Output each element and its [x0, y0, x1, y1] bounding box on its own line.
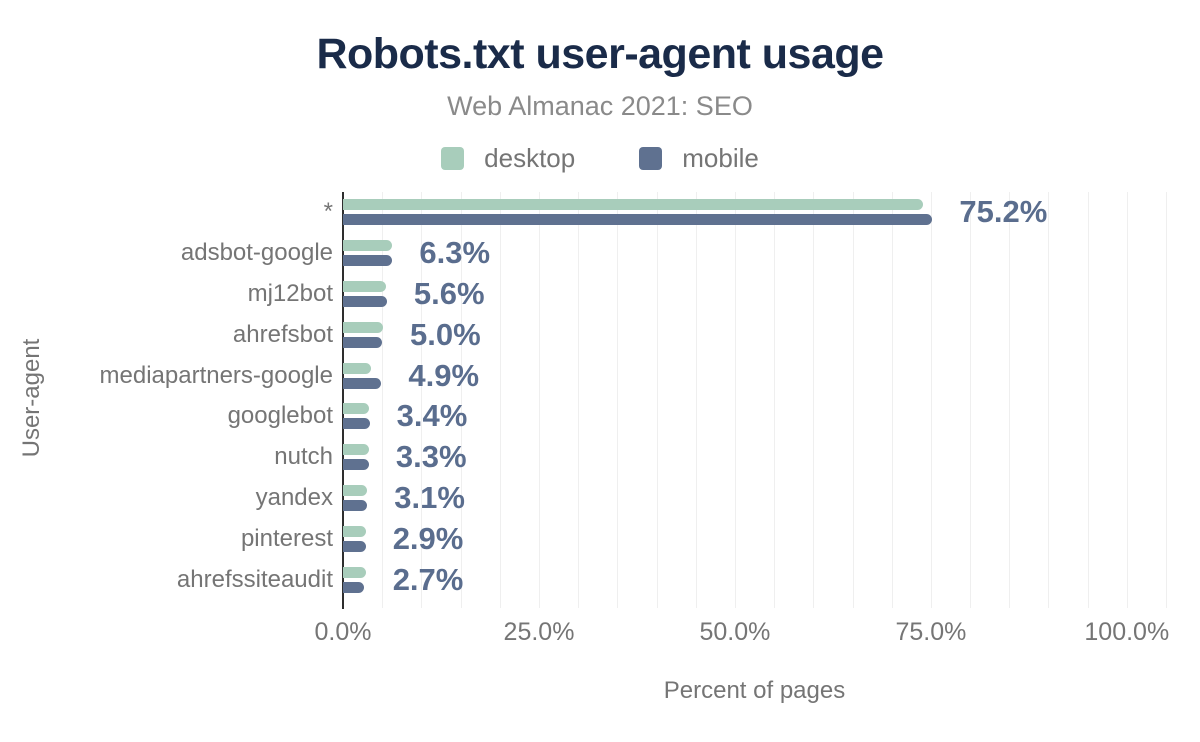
category-label-pinterest: pinterest	[240, 524, 333, 552]
x-tick-label-25.0%: 25.0%	[503, 618, 575, 646]
gridline	[656, 192, 658, 608]
x-axis-title: Percent of pages	[663, 677, 846, 704]
gridline	[734, 192, 736, 608]
gridline	[460, 192, 462, 608]
category-label-adsbot-google: adsbot-google	[180, 239, 333, 267]
bar-desktop-ahrefsbot[interactable]	[343, 321, 383, 333]
value-label-mj12bot: 5.6%	[413, 276, 485, 311]
value-label-ahrefssiteaudit: 2.7%	[392, 561, 464, 597]
bar-desktop-nutch[interactable]	[343, 444, 369, 456]
gridline	[539, 192, 540, 608]
gridline	[695, 192, 697, 608]
x-tick-label-75.0%: 75.0%	[895, 618, 967, 646]
gridline	[774, 192, 776, 608]
bar-mobile-adsbot-google[interactable]	[343, 255, 393, 267]
category-label-ahrefssiteaudit: ahrefssiteaudit	[176, 565, 333, 593]
gridline	[930, 192, 932, 608]
mobile-swatch-icon	[639, 147, 663, 170]
value-label-yandex: 3.1%	[394, 480, 465, 515]
category-label-googlebot: googlebot	[227, 402, 333, 430]
value-label-adsbot-google: 6.3%	[419, 235, 491, 271]
category-label-yandex: yandex	[255, 484, 333, 511]
gridline	[970, 192, 971, 608]
bar-desktop-*[interactable]	[343, 199, 923, 211]
gridline	[1087, 192, 1089, 608]
gridline	[852, 192, 854, 608]
gridline	[1166, 192, 1167, 608]
bar-mobile-pinterest[interactable]	[343, 540, 366, 552]
x-tick-label-50.0%: 50.0%	[699, 618, 771, 646]
value-label-*: 75.2%	[959, 194, 1048, 230]
gridline	[891, 192, 893, 608]
bar-desktop-ahrefssiteaudit[interactable]	[343, 566, 366, 578]
legend-label-mobile: mobile	[682, 143, 759, 173]
bar-desktop-pinterest[interactable]	[343, 525, 366, 537]
legend-label-desktop: desktop	[484, 143, 576, 173]
value-label-nutch: 3.3%	[395, 439, 467, 475]
bar-desktop-googlebot[interactable]	[343, 403, 369, 415]
value-label-googlebot: 3.4%	[396, 398, 468, 434]
x-tick-label-100.0%: 100.0%	[1084, 618, 1170, 646]
value-label-mediapartners-google: 4.9%	[408, 357, 480, 393]
value-label-pinterest: 2.9%	[392, 520, 464, 556]
gridline	[1048, 192, 1050, 608]
bar-mobile-ahrefssiteaudit[interactable]	[343, 581, 365, 593]
bar-mobile-*[interactable]	[343, 214, 933, 226]
gridline	[617, 192, 619, 608]
bar-desktop-mj12bot[interactable]	[343, 281, 387, 292]
category-label-ahrefsbot: ahrefsbot	[232, 320, 333, 348]
bar-desktop-mediapartners-google[interactable]	[343, 362, 372, 374]
value-label-ahrefsbot: 5.0%	[410, 316, 481, 352]
gridline	[578, 192, 580, 608]
chart-subtitle: Web Almanac 2021: SEO	[447, 91, 753, 121]
category-label-*: *	[323, 198, 333, 226]
category-label-nutch: nutch	[274, 443, 333, 471]
legend: desktop mobile	[0, 143, 1200, 174]
category-label-mediapartners-google: mediapartners-google	[99, 361, 333, 389]
bar-mobile-mediapartners-google[interactable]	[343, 377, 382, 389]
gridline	[813, 192, 815, 608]
x-tick-label-0.0%: 0.0%	[314, 618, 372, 646]
y-axis-title: User-agent	[18, 338, 45, 458]
plot-area: 75.2% 6.3% 5.6% 5.0% 4.9% 3.4% 3.3% 3.1% 2.9% 2.7…	[342, 192, 1167, 609]
bar-mobile-ahrefsbot[interactable]	[343, 336, 383, 348]
bar-desktop-adsbot-google[interactable]	[343, 240, 392, 252]
bar-mobile-yandex[interactable]	[343, 500, 368, 511]
y-axis-line	[342, 192, 344, 609]
bar-mobile-googlebot[interactable]	[343, 418, 370, 430]
desktop-swatch-icon	[441, 147, 465, 170]
gridline	[382, 192, 384, 608]
category-label-mj12bot: mj12bot	[247, 280, 333, 307]
legend-item-desktop[interactable]: desktop	[441, 143, 575, 174]
gridline	[499, 192, 501, 608]
gridline	[1126, 192, 1128, 608]
chart-title: Robots.txt user-agent usage	[316, 30, 884, 78]
bar-desktop-yandex[interactable]	[343, 485, 367, 496]
gridline	[1009, 192, 1011, 608]
bar-mobile-nutch[interactable]	[343, 459, 369, 471]
gridline	[421, 192, 423, 608]
bar-mobile-mj12bot[interactable]	[343, 296, 387, 307]
legend-item-mobile[interactable]: mobile	[639, 143, 759, 174]
